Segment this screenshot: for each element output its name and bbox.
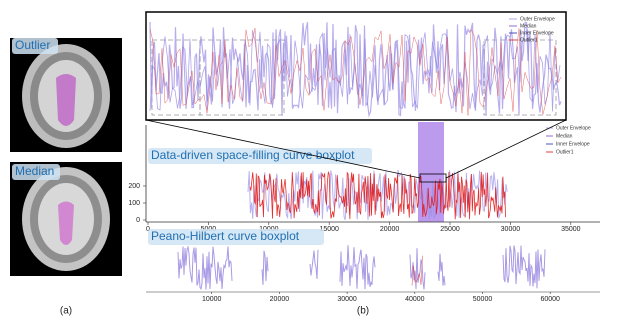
x-tick-label: 0 — [146, 226, 150, 233]
curve — [502, 245, 546, 289]
curve — [339, 245, 376, 290]
legend-label: Median — [520, 23, 537, 29]
x-tick-label: 60000 — [540, 296, 560, 303]
x-tick-label: 25000 — [440, 226, 460, 233]
curve — [409, 248, 426, 290]
chart-title: Peano-Hilbert curve boxplot — [151, 229, 300, 243]
x-tick-label: 30000 — [337, 296, 357, 303]
caption: (a) — [60, 306, 72, 317]
x-tick-label: 20000 — [270, 296, 290, 303]
brain-median — [10, 162, 122, 276]
x-tick-label: 50000 — [473, 296, 493, 303]
title-bg — [148, 229, 324, 245]
y-tick-label: 0 — [136, 217, 140, 224]
legend-label: Outer Envelope — [520, 16, 555, 22]
caption: (b) — [357, 306, 369, 317]
title-bg — [148, 148, 372, 164]
curve — [437, 253, 446, 286]
curve — [249, 170, 506, 220]
zoom-box — [199, 39, 285, 116]
x-tick-label: 15000 — [319, 226, 339, 233]
curve — [149, 28, 562, 116]
legend-label: Outlier1 — [556, 149, 574, 155]
legend-label: Inner Envelope — [520, 30, 554, 36]
y-tick-label: 100 — [128, 200, 140, 207]
brain-outlier — [10, 38, 122, 152]
curve — [177, 245, 233, 291]
curve — [411, 255, 423, 286]
x-tick-label: 10000 — [202, 296, 222, 303]
curve — [149, 21, 562, 118]
main-chart: 0500010000150002000025000300003500001002… — [128, 122, 600, 233]
legend-label: Outer Envelope — [556, 125, 591, 131]
legend-label: Inner Envelope — [556, 141, 590, 147]
curve — [309, 249, 319, 279]
legend-label: Median — [556, 133, 573, 139]
chart-title: Data-driven space-filling curve boxplot — [151, 148, 355, 162]
curve — [261, 250, 269, 285]
y-tick-label: 200 — [128, 183, 140, 190]
x-tick-label: 30000 — [501, 226, 521, 233]
legend-label: Outlier1 — [520, 37, 538, 43]
peano-chart: 10000 20000 30000 40000 50000 60000 Peano-Hilb… — [146, 229, 600, 303]
x-tick-label: 35000 — [561, 226, 581, 233]
x-tick-label: 40000 — [405, 296, 425, 303]
x-tick-label: 20000 — [380, 226, 400, 233]
brain-label: Median — [15, 164, 54, 178]
brain-label: Outlier — [15, 38, 50, 52]
